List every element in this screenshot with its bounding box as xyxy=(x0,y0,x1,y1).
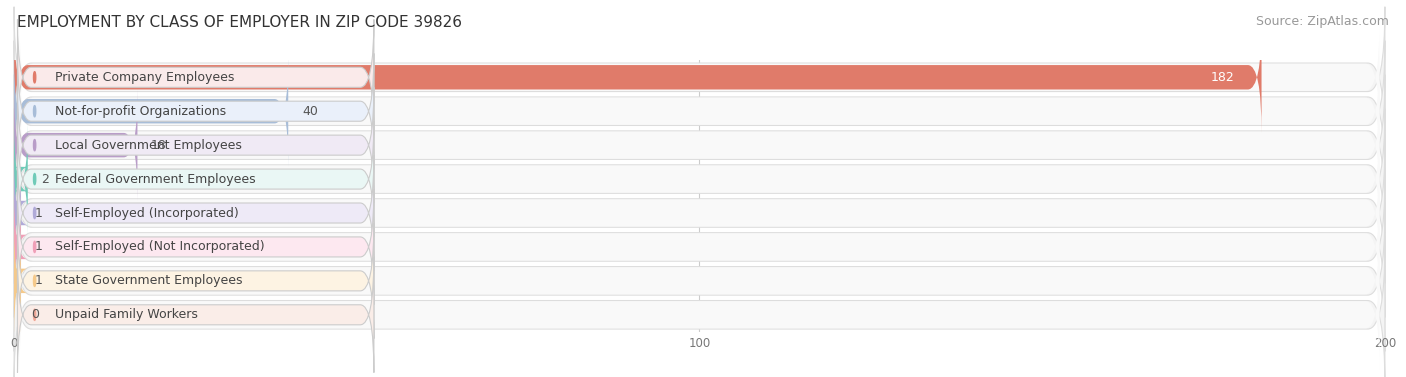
Circle shape xyxy=(34,241,35,253)
FancyBboxPatch shape xyxy=(17,54,374,169)
FancyBboxPatch shape xyxy=(20,159,1379,267)
Text: Self-Employed (Not Incorporated): Self-Employed (Not Incorporated) xyxy=(55,241,264,253)
FancyBboxPatch shape xyxy=(20,193,1379,301)
Text: Not-for-profit Organizations: Not-for-profit Organizations xyxy=(55,105,226,118)
FancyBboxPatch shape xyxy=(14,21,1261,133)
FancyBboxPatch shape xyxy=(20,125,1379,233)
FancyBboxPatch shape xyxy=(14,244,1385,377)
Text: EMPLOYMENT BY CLASS OF EMPLOYER IN ZIP CODE 39826: EMPLOYMENT BY CLASS OF EMPLOYER IN ZIP C… xyxy=(17,15,463,30)
FancyBboxPatch shape xyxy=(7,191,28,303)
FancyBboxPatch shape xyxy=(7,225,28,337)
FancyBboxPatch shape xyxy=(17,189,374,305)
Text: State Government Employees: State Government Employees xyxy=(55,274,243,287)
FancyBboxPatch shape xyxy=(20,227,1379,335)
Circle shape xyxy=(34,106,35,117)
Circle shape xyxy=(34,207,35,219)
Text: 0: 0 xyxy=(31,308,39,321)
Circle shape xyxy=(34,139,35,151)
FancyBboxPatch shape xyxy=(17,121,374,237)
FancyBboxPatch shape xyxy=(14,210,1385,351)
FancyBboxPatch shape xyxy=(14,75,1385,216)
Text: Private Company Employees: Private Company Employees xyxy=(55,71,235,84)
FancyBboxPatch shape xyxy=(14,143,1385,284)
Circle shape xyxy=(34,72,35,83)
Text: 1: 1 xyxy=(35,241,42,253)
Text: Federal Government Employees: Federal Government Employees xyxy=(55,173,256,185)
Text: 2: 2 xyxy=(42,173,49,185)
Text: 182: 182 xyxy=(1211,71,1234,84)
Text: 1: 1 xyxy=(35,207,42,219)
FancyBboxPatch shape xyxy=(20,23,1379,132)
FancyBboxPatch shape xyxy=(20,261,1379,369)
FancyBboxPatch shape xyxy=(14,7,1385,148)
Text: Self-Employed (Incorporated): Self-Employed (Incorporated) xyxy=(55,207,239,219)
Text: Source: ZipAtlas.com: Source: ZipAtlas.com xyxy=(1256,15,1389,28)
Text: 18: 18 xyxy=(152,139,167,152)
FancyBboxPatch shape xyxy=(14,55,288,167)
Text: 1: 1 xyxy=(35,274,42,287)
FancyBboxPatch shape xyxy=(14,109,1385,250)
FancyBboxPatch shape xyxy=(14,89,138,201)
FancyBboxPatch shape xyxy=(17,223,374,339)
FancyBboxPatch shape xyxy=(14,123,28,235)
FancyBboxPatch shape xyxy=(17,257,374,372)
FancyBboxPatch shape xyxy=(17,155,374,271)
Text: 40: 40 xyxy=(302,105,318,118)
FancyBboxPatch shape xyxy=(17,87,374,203)
Circle shape xyxy=(34,275,35,287)
Text: Local Government Employees: Local Government Employees xyxy=(55,139,242,152)
FancyBboxPatch shape xyxy=(20,91,1379,199)
Text: Unpaid Family Workers: Unpaid Family Workers xyxy=(55,308,198,321)
FancyBboxPatch shape xyxy=(14,41,1385,182)
FancyBboxPatch shape xyxy=(14,176,1385,317)
FancyBboxPatch shape xyxy=(20,57,1379,166)
Circle shape xyxy=(34,173,35,185)
FancyBboxPatch shape xyxy=(17,20,374,135)
FancyBboxPatch shape xyxy=(7,157,28,269)
Circle shape xyxy=(34,309,35,320)
